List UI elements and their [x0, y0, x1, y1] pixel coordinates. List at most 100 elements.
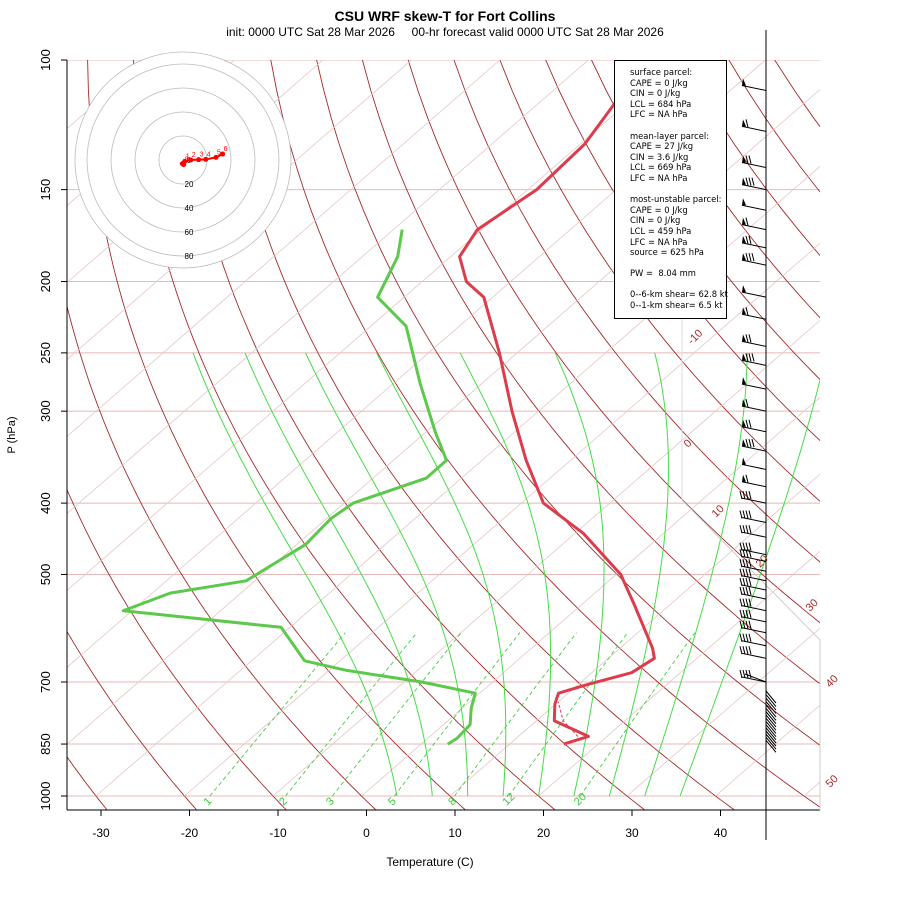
wind-barb [741, 676, 767, 683]
x-axis-label: Temperature (C) [386, 855, 474, 869]
info-line: LFC = NA hPa [630, 109, 688, 120]
info-line: 0--6-km shear= 62.8 kt [630, 289, 728, 300]
wind-barb-feather [742, 568, 746, 577]
hodograph-ring [86, 63, 280, 257]
hodograph-point-label: 5 [217, 149, 221, 156]
dry-adiabat-line [361, 60, 820, 685]
wind-barb-flag [742, 399, 746, 407]
x-tick-label: -30 [92, 826, 110, 840]
info-line: LFC = NA hPa [630, 236, 688, 247]
wind-barb-feather [745, 399, 749, 408]
dry-adiabat-line [774, 60, 820, 128]
info-line: 0--1-km shear= 6.5 kt [630, 300, 723, 311]
isotherm-line [67, 60, 589, 514]
isotherm-line [67, 60, 501, 437]
wind-barb [741, 405, 767, 412]
wind-barb-feather [748, 568, 752, 577]
hodograph-ring-label: 80 [185, 252, 194, 261]
isotherm-label: 10 [710, 503, 727, 520]
wind-barb-feather [748, 586, 752, 596]
mixing-ratio-label: 1 [202, 795, 215, 808]
wind-barb-feather [739, 609, 743, 619]
wind-barb-feather [745, 155, 749, 164]
wind-barb [741, 652, 767, 659]
x-tick-label: 40 [714, 826, 728, 840]
hodograph: 0204060800123456 [74, 51, 292, 269]
wind-barb-feather [751, 439, 755, 448]
info-line: CAPE = 0 J/kg [630, 77, 688, 88]
wind-barb [765, 717, 777, 731]
wind-barb-flag [742, 78, 746, 86]
wind-barb-feather [742, 549, 746, 558]
wind-barb [741, 204, 767, 211]
wind-barb-feather [742, 490, 746, 500]
chart-subtitle: init: 0000 UTC Sat 28 Mar 2026 00-hr for… [226, 25, 664, 39]
wind-barb-feather [751, 177, 755, 186]
wind-barb-feather [745, 119, 749, 128]
moist-adiabat-line [679, 377, 820, 797]
info-line: CIN = 3.6 J/kg [630, 151, 689, 162]
wind-barb-feather [742, 669, 746, 679]
wind-barb-flag [742, 439, 746, 447]
wind-barb-flag [742, 457, 746, 465]
wind-barb-feather [745, 525, 749, 534]
hodograph-point [203, 156, 209, 162]
wind-barb-feather [748, 646, 752, 655]
wind-barb-feather [748, 177, 752, 186]
wind-barb [765, 727, 777, 741]
dry-adiabat-line [67, 488, 287, 810]
wind-barb-feather [745, 542, 749, 551]
isotherm-label: 50 [824, 773, 841, 790]
wind-barb [741, 555, 767, 562]
wind-barb-feather [745, 235, 749, 245]
x-tick-label: -20 [181, 826, 199, 840]
hodograph-point-label: 2 [192, 152, 196, 159]
mixing-ratio-line [285, 632, 418, 797]
info-line: CIN = 0 J/kg [630, 215, 681, 226]
moist-adiabat-line [644, 352, 748, 797]
wind-barb-feather [748, 353, 752, 362]
wind-barb-feather [748, 609, 752, 619]
mixing-ratio-label: 2 [277, 795, 290, 808]
wind-barb [741, 259, 767, 266]
wind-barb-feather [748, 669, 752, 679]
chart-title: CSU WRF skew-T for Fort Collins [334, 8, 556, 24]
mixing-ratio-label: 3 [324, 795, 337, 808]
isotherms [67, 60, 820, 797]
dewpoint-trace [121, 229, 477, 746]
dry-adiabats [67, 60, 820, 810]
isotherm-line [272, 319, 820, 797]
wind-barb-flag [742, 198, 746, 206]
moist-adiabats [192, 352, 820, 797]
moist-adiabat-line [554, 352, 605, 797]
wind-barb-flag [742, 217, 746, 225]
wind-barb-feather [739, 568, 743, 577]
wind-barb [765, 690, 777, 704]
hodograph-point-label: 1 [186, 153, 190, 160]
wind-barb-feather [742, 633, 746, 642]
wind-barb-feather [748, 253, 752, 262]
wind-barb-feather [745, 549, 749, 558]
wind-barb [741, 565, 767, 572]
hodograph-ring-label: 40 [185, 204, 194, 213]
wind-barb-feather [739, 598, 743, 607]
dry-adiabat-line [132, 60, 556, 810]
mixing-ratio-lines [209, 632, 696, 797]
wind-barb [765, 736, 777, 750]
wind-barb [765, 694, 777, 707]
wind-barb-flag [742, 353, 746, 361]
wind-barb-flag [742, 419, 746, 427]
info-line: LCL = 684 hPa [630, 98, 692, 109]
y-tick-label: 1000 [38, 782, 53, 811]
wind-barb-feather [739, 646, 743, 655]
wind-barb-feather [739, 577, 743, 587]
wind-barb [741, 125, 767, 132]
isotherm-line [67, 60, 678, 591]
dry-adiabat-line [178, 60, 646, 810]
wind-barb-flag [742, 155, 746, 163]
wind-barb-feather [745, 568, 749, 577]
wind-barb-flag [742, 285, 746, 293]
wind-barb [744, 673, 767, 683]
wind-barb [741, 184, 767, 191]
wind-barb-feather [739, 586, 743, 596]
